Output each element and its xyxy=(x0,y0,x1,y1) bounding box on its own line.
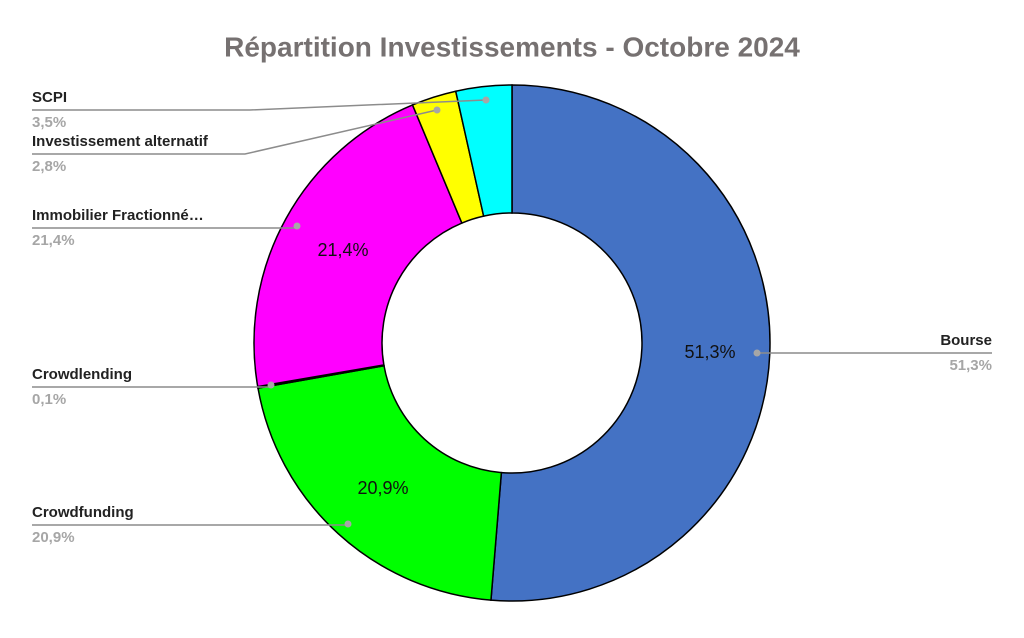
outer-value-label: 0,1% xyxy=(32,391,66,408)
legend-label: Bourse xyxy=(940,332,992,349)
donut-slice xyxy=(257,364,503,601)
leader-dot xyxy=(433,106,441,114)
donut-slice xyxy=(253,103,463,388)
donut-slice xyxy=(454,84,513,218)
leader-dot xyxy=(293,222,301,230)
legend-label: Crowdlending xyxy=(32,366,132,383)
leader-line xyxy=(32,99,487,111)
leader-dot xyxy=(267,381,275,389)
outer-value-label: 51,3% xyxy=(949,357,992,374)
leader-line xyxy=(32,109,438,155)
legend-label: Crowdfunding xyxy=(32,504,134,521)
legend-label: SCPI xyxy=(32,89,67,106)
legend-label: Immobilier Fractionné… xyxy=(32,207,204,224)
donut-slice xyxy=(490,84,771,602)
chart-title: Répartition Investissements - Octobre 20… xyxy=(224,31,800,62)
inner-value-label: 51,3% xyxy=(684,342,735,362)
outer-value-label: 21,4% xyxy=(32,232,75,249)
outer-value-label: 20,9% xyxy=(32,529,75,546)
outer-value-label: 2,8% xyxy=(32,158,66,175)
legend-label: Investissement alternatif xyxy=(32,133,209,150)
leader-dot xyxy=(482,96,490,104)
leader-dot xyxy=(344,520,352,528)
outer-value-label: 3,5% xyxy=(32,114,66,131)
inner-value-label: 21,4% xyxy=(317,240,368,260)
inner-value-label: 20,9% xyxy=(357,478,408,498)
leader-dot xyxy=(753,349,761,357)
